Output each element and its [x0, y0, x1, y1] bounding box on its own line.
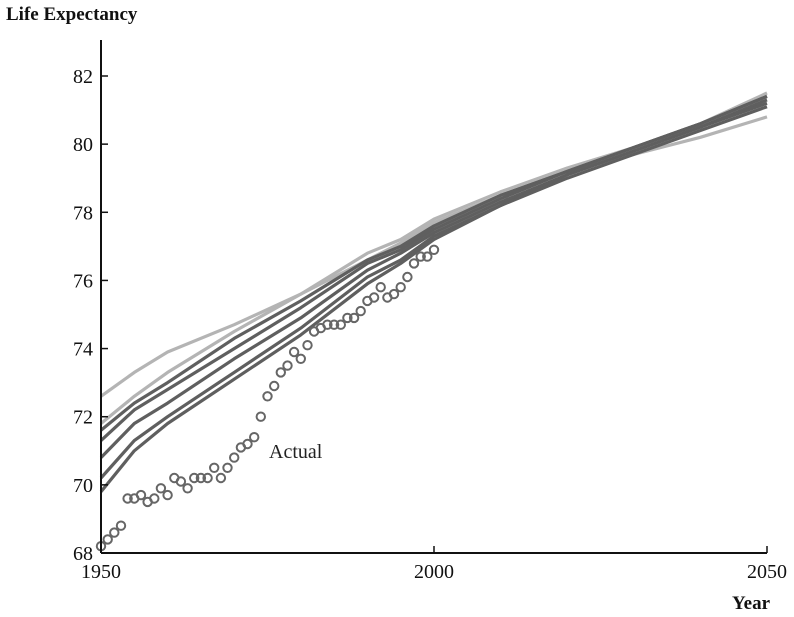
actual-point	[269, 380, 280, 392]
actual-point	[402, 271, 413, 283]
x-axis-title: Year	[732, 593, 770, 614]
actual-point	[229, 452, 240, 463]
actual-point	[155, 483, 167, 494]
y-tick-label: 76	[73, 270, 93, 292]
actual-point	[255, 411, 266, 422]
actual-point	[135, 489, 147, 501]
actual-point	[282, 360, 293, 371]
actual-point	[342, 312, 353, 324]
y-tick-label: 72	[73, 407, 93, 429]
actual-point	[262, 391, 273, 402]
x-tick-label: 1950	[81, 561, 121, 583]
actual-point	[322, 319, 333, 330]
actual-annotation: Actual	[269, 441, 323, 463]
series-layer	[99, 91, 768, 493]
actual-point	[102, 534, 113, 545]
actual-point	[375, 282, 386, 293]
series-line-7	[99, 105, 768, 493]
actual-point	[215, 472, 227, 484]
actual-point	[122, 493, 133, 504]
actual-point	[182, 483, 193, 494]
x-tick-label: 2050	[747, 561, 787, 583]
y-tick-label: 68	[73, 543, 93, 565]
series-line-4	[99, 94, 768, 442]
actual-point	[368, 292, 380, 303]
series-line-6	[99, 101, 768, 480]
actual-point	[162, 489, 173, 501]
y-tick-label: 70	[73, 475, 93, 497]
actual-point	[209, 462, 220, 473]
actual-point	[302, 340, 313, 351]
actual-point	[288, 346, 300, 358]
actual-point	[109, 527, 120, 538]
y-axis-title: Life Expectancy	[6, 4, 138, 25]
actual-point	[355, 305, 366, 317]
y-tick-label: 80	[73, 134, 93, 156]
actual-markers	[95, 244, 440, 552]
actual-point	[348, 312, 360, 324]
actual-point	[149, 493, 160, 504]
actual-point	[428, 244, 440, 256]
series-line-5	[99, 98, 768, 459]
actual-point	[189, 472, 200, 484]
actual-point	[115, 520, 127, 531]
actual-point	[415, 251, 426, 262]
y-tick-label: 78	[73, 202, 93, 224]
actual-point	[395, 282, 406, 293]
actual-point	[422, 251, 433, 262]
actual-point	[222, 462, 233, 473]
actual-point	[335, 319, 346, 330]
actual-point	[328, 319, 340, 330]
actual-point	[242, 438, 253, 450]
tick-labels: 68 70 72 74 76 78 80 82 1950 2000 2050	[73, 66, 787, 583]
actual-point	[175, 476, 187, 487]
axes	[100, 40, 768, 554]
actual-point	[195, 472, 207, 484]
series-line-1	[100, 115, 768, 398]
actual-point	[249, 432, 260, 443]
y-tick-label: 82	[73, 66, 93, 88]
actual-point	[408, 258, 420, 269]
actual-point	[202, 472, 213, 484]
actual-point	[295, 353, 306, 364]
x-tick-label: 2000	[414, 561, 454, 583]
actual-point	[275, 367, 286, 378]
y-tick-label: 74	[73, 339, 93, 361]
actual-point	[388, 288, 400, 300]
